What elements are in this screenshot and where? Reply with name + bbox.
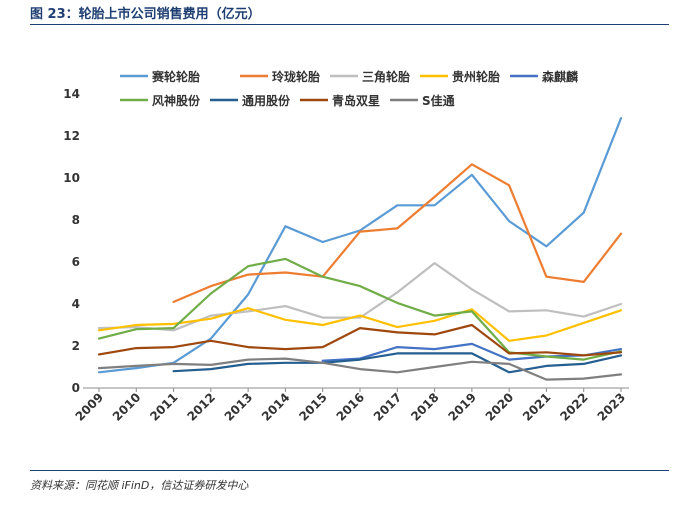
x-tick-label: 2010	[110, 390, 144, 424]
x-tick-label: 2018	[408, 390, 442, 424]
x-tick-label: 2020	[483, 390, 517, 424]
y-tick-label: 10	[63, 171, 80, 185]
y-axis: 0 2 4 6 8 10 12 14	[63, 87, 80, 395]
y-tick-label: 6	[72, 255, 80, 269]
x-axis: 2009 2010 2011 2012 2013 2014 2015 2016 2017 2018…	[73, 387, 629, 424]
x-tick-label: 2014	[259, 390, 293, 424]
series-line-S佳通	[97, 357, 623, 381]
series-line-风神股份	[97, 257, 623, 361]
legend-label: 玲珑轮胎	[272, 69, 320, 84]
source-note: 资料来源：同花顺 iFinD，信达证券研发中心	[30, 479, 249, 492]
legend-label: 贵州轮胎	[452, 69, 500, 84]
x-tick-label: 2016	[334, 390, 368, 424]
legend-label: 赛轮轮胎	[151, 69, 200, 84]
series-line-通用股份	[172, 352, 623, 374]
y-tick-label: 0	[72, 381, 80, 395]
series-line-青岛双星	[97, 323, 623, 357]
source-rule	[30, 470, 669, 471]
x-tick-label: 2022	[557, 390, 591, 424]
legend-label: 森麒麟	[542, 69, 579, 84]
x-tick-label: 2011	[147, 390, 181, 424]
figure-title: 图 23：轮胎上市公司销售费用（亿元）	[30, 7, 261, 22]
series-line-赛轮轮胎	[97, 117, 623, 374]
x-tick-label: 2023	[595, 390, 629, 424]
x-tick-label: 2013	[222, 390, 256, 424]
series-line-三角轮胎	[97, 262, 623, 332]
legend-label: 风神股份	[152, 93, 201, 108]
x-tick-label: 2012	[184, 390, 218, 424]
series-lines	[97, 117, 623, 381]
y-tick-label: 14	[63, 87, 80, 101]
x-tick-label: 2015	[296, 390, 330, 424]
x-tick-label: 2019	[445, 390, 479, 424]
x-tick-label: 2017	[371, 390, 405, 424]
series-line-森麒麟	[321, 342, 623, 362]
series-line-玲珑轮胎	[172, 163, 623, 303]
y-tick-label: 12	[63, 129, 80, 143]
legend-label: 青岛双星	[332, 93, 380, 108]
x-tick-label: 2009	[73, 390, 107, 424]
series-line-贵州轮胎	[97, 307, 623, 342]
x-tick-label: 2021	[520, 390, 554, 424]
legend-label: S佳通	[422, 93, 455, 108]
y-tick-label: 4	[72, 297, 80, 311]
title-rule	[30, 24, 669, 25]
y-tick-label: 8	[72, 213, 80, 227]
legend-label: 三角轮胎	[362, 69, 410, 84]
legend-label: 通用股份	[242, 93, 291, 108]
y-tick-label: 2	[72, 339, 80, 353]
